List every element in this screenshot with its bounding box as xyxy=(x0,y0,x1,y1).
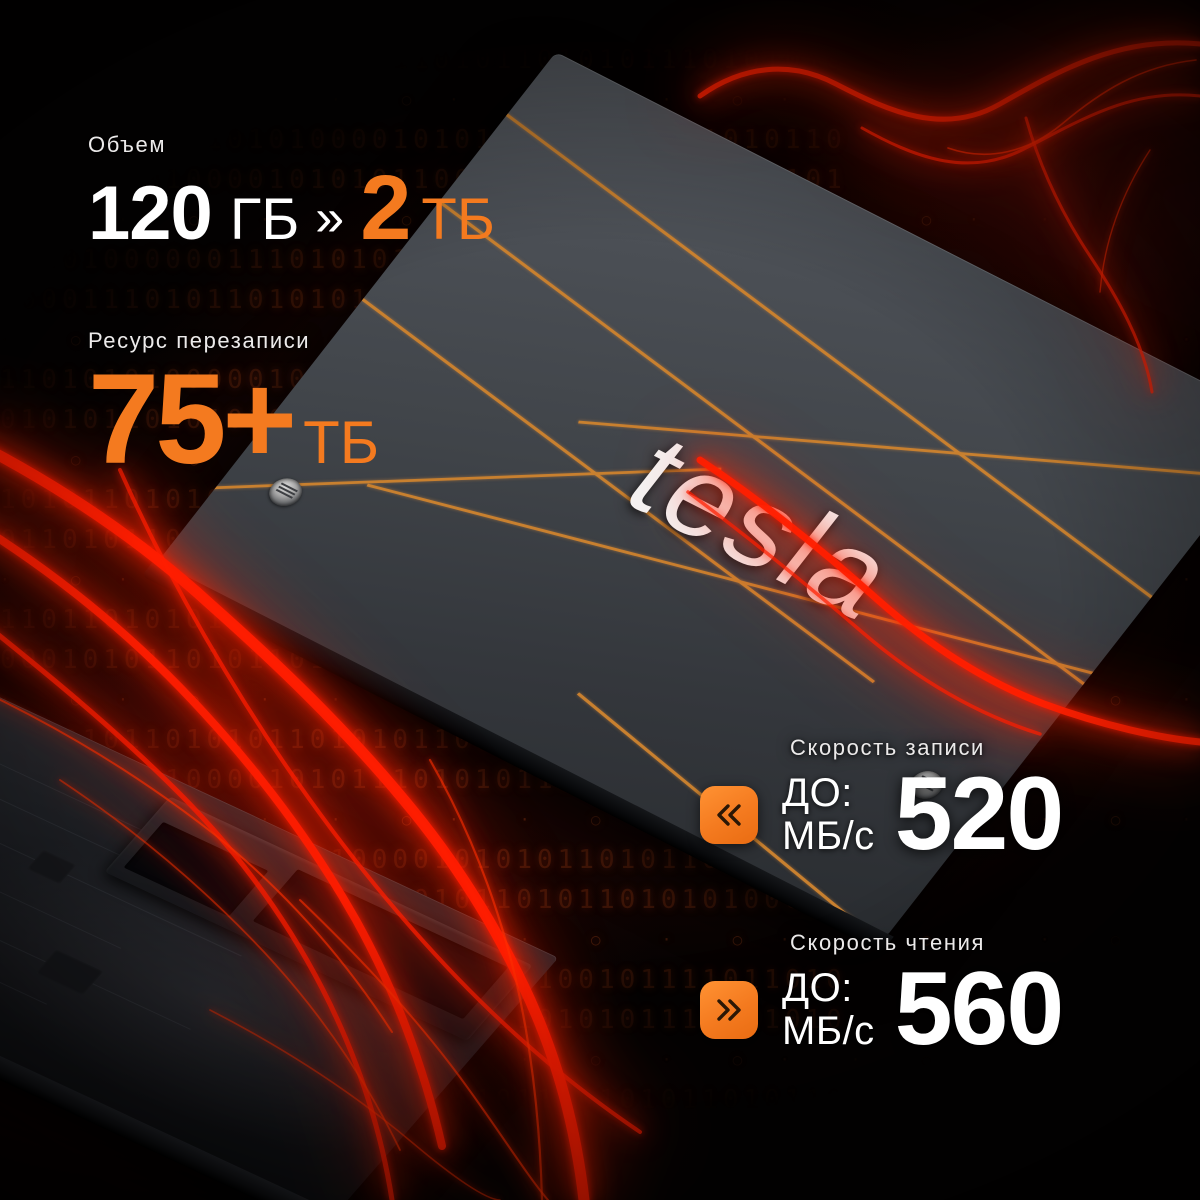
read-speed-unit: МБ/с xyxy=(782,1008,875,1053)
spec-capacity: Объем 120 ГБ » 2 ТБ xyxy=(88,132,495,254)
endurance-unit: ТБ xyxy=(303,409,380,476)
read-speed-value: 560 xyxy=(894,951,1065,1067)
spec-write-speed: Скорость записи ДО: МБ/с 520 xyxy=(700,735,1065,872)
double-chevron-right-icon: » xyxy=(315,189,345,247)
spec-capacity-label: Объем xyxy=(88,132,167,157)
write-speed-prefix: ДО: xyxy=(782,771,853,816)
capacity-to-value: 2 xyxy=(360,157,411,259)
double-chevron-left-icon xyxy=(700,785,758,844)
write-speed-unit-stack: ДО: МБ/с xyxy=(782,772,875,857)
capacity-from-value: 120 xyxy=(88,171,213,256)
capacity-to-unit: ТБ xyxy=(421,187,495,252)
write-speed-unit: МБ/с xyxy=(782,813,875,858)
endurance-value: 75+ xyxy=(88,348,297,491)
capacity-from-unit: ГБ xyxy=(229,187,300,252)
spec-read-speed: Скорость чтения ДО: МБ/с 560 xyxy=(700,930,1065,1067)
double-chevron-right-icon xyxy=(700,980,758,1039)
spec-endurance: Ресурс перезаписи 75+ ТБ xyxy=(88,328,379,484)
write-speed-value: 520 xyxy=(894,756,1065,872)
read-speed-prefix: ДО: xyxy=(782,966,853,1011)
read-speed-unit-stack: ДО: МБ/с xyxy=(782,967,875,1052)
